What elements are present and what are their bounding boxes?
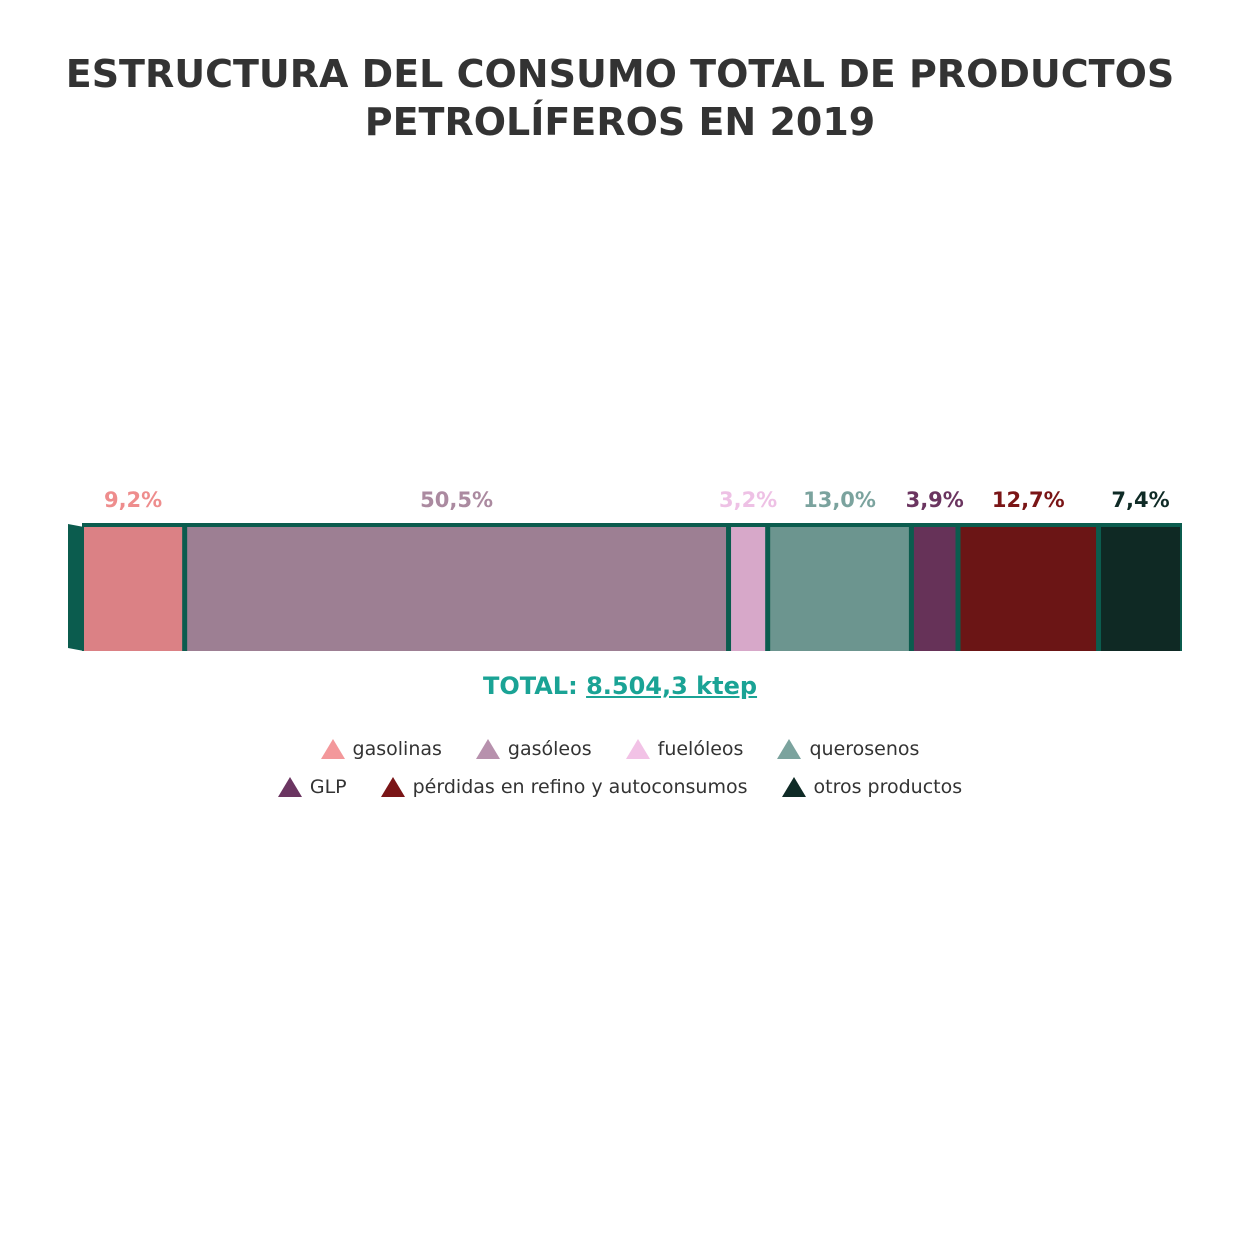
bar-segment-3 (731, 527, 766, 651)
title-line-1: ESTRUCTURA DEL CONSUMO TOTAL DE PRODUCTO… (65, 52, 1175, 96)
bar-segment-5 (913, 527, 956, 651)
legend-label: pérdidas en refino y autoconsumos (412, 776, 748, 798)
legend-row-2: GLP pérdidas en refino y autoconsumos ot… (0, 768, 1240, 806)
data-label-7: 7,4% (1111, 488, 1169, 512)
legend-triangle-icon (781, 777, 806, 797)
data-label-5: 3,9% (906, 488, 964, 512)
total-value: 8.504,3 ktep (586, 672, 758, 700)
data-label-6: 12,7% (992, 488, 1065, 512)
bar-side-face (68, 524, 84, 651)
data-label-2: 50,5% (420, 488, 493, 512)
total-summary: TOTAL: 8.504,3 ktep (0, 672, 1240, 700)
data-label-4: 13,0% (803, 488, 876, 512)
legend-row-1: gasolinas gasóleos fuelóleos querosenos (0, 730, 1240, 768)
legend-item-glp: GLP (277, 776, 347, 798)
legend-label: GLP (309, 776, 347, 798)
legend-label: fuelóleos (657, 738, 744, 760)
legend-triangle-icon (380, 777, 405, 797)
data-label-3: 3,2% (719, 488, 777, 512)
legend-item-querosenos: querosenos (777, 738, 919, 760)
data-label-1: 9,2% (104, 488, 162, 512)
bar-segment-4 (770, 527, 909, 651)
bar-segment-6 (960, 527, 1097, 651)
legend-label: gasolinas (352, 738, 442, 760)
legend-label: querosenos (809, 738, 920, 760)
legend-item-fueloleos: fuelóleos (625, 738, 744, 760)
bar-segment-7 (1101, 527, 1180, 651)
legend-triangle-icon (320, 739, 345, 759)
legend-label: otros productos (813, 776, 963, 798)
title-line-2: PETROLÍFEROS EN 2019 (364, 100, 876, 144)
legend-item-gasoleos: gasóleos (475, 738, 592, 760)
legend-item-otros: otros productos (781, 776, 963, 798)
legend-triangle-icon (777, 739, 802, 759)
legend-item-gasolinas: gasolinas (320, 738, 442, 760)
total-label: TOTAL: (482, 672, 587, 700)
bar-segment-1 (84, 527, 183, 651)
legend-item-perdidas: pérdidas en refino y autoconsumos (380, 776, 748, 798)
legend: gasolinas gasóleos fuelóleos querosenos … (0, 730, 1240, 806)
bar-segment-2 (187, 527, 727, 651)
legend-triangle-icon (475, 739, 500, 759)
chart-title: ESTRUCTURA DEL CONSUMO TOTAL DE PRODUCTO… (60, 50, 1180, 146)
legend-triangle-icon (277, 777, 302, 797)
legend-label: gasóleos (507, 738, 592, 760)
legend-triangle-icon (625, 739, 650, 759)
